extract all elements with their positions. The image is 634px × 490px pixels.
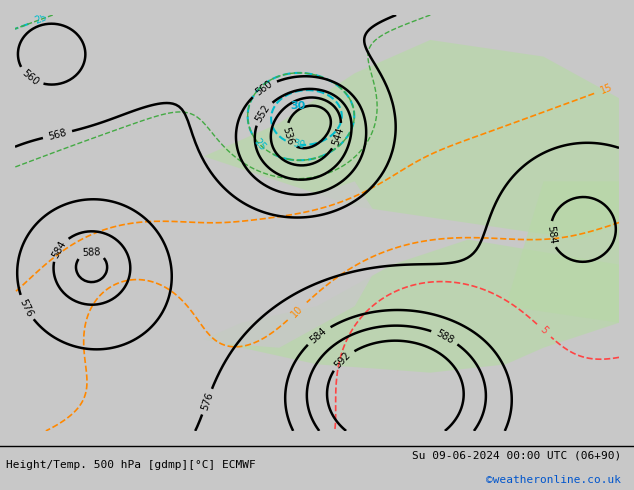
- Text: 25: 25: [252, 137, 268, 152]
- Text: 588: 588: [434, 328, 455, 346]
- Text: ©weatheronline.co.uk: ©weatheronline.co.uk: [486, 475, 621, 485]
- Polygon shape: [506, 181, 619, 323]
- Text: 592: 592: [333, 350, 353, 370]
- Text: Height/Temp. 500 hPa [gdmp][°C] ECMWF: Height/Temp. 500 hPa [gdmp][°C] ECMWF: [6, 461, 256, 470]
- Text: 5: 5: [538, 325, 550, 336]
- Text: 15: 15: [599, 82, 614, 96]
- Text: 30: 30: [292, 138, 306, 151]
- Text: 25: 25: [34, 12, 49, 26]
- Text: 576: 576: [199, 391, 215, 412]
- Text: Su 09-06-2024 00:00 UTC (06+90): Su 09-06-2024 00:00 UTC (06+90): [412, 451, 621, 461]
- Text: 560: 560: [20, 68, 41, 87]
- Text: 584: 584: [545, 224, 557, 245]
- Text: 536: 536: [280, 126, 295, 147]
- Text: 544: 544: [331, 126, 346, 147]
- Text: 552: 552: [254, 102, 272, 124]
- Text: 588: 588: [81, 247, 100, 258]
- Polygon shape: [128, 181, 392, 348]
- Text: 576: 576: [18, 297, 35, 318]
- Text: 584: 584: [308, 325, 329, 345]
- Polygon shape: [204, 40, 619, 240]
- Text: 560: 560: [254, 79, 275, 98]
- Text: 584: 584: [50, 239, 68, 260]
- Text: 30: 30: [290, 101, 306, 112]
- Text: 10: 10: [289, 303, 305, 319]
- Polygon shape: [204, 240, 619, 373]
- Text: 568: 568: [48, 127, 68, 142]
